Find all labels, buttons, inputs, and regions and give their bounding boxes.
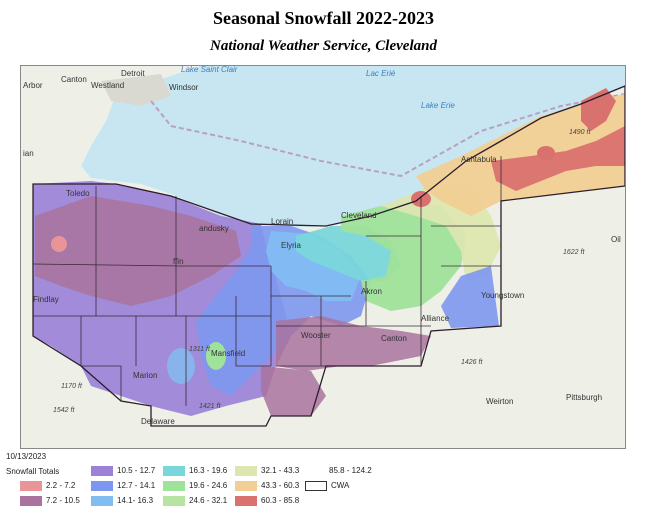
elev-1311: 1311 ft (189, 346, 211, 353)
legend-swatch-5 (91, 496, 113, 506)
legend-swatch-3 (91, 466, 113, 476)
place-youngstown: Youngstown (481, 291, 524, 300)
legend-label-2: 7.2 - 10.5 (46, 496, 80, 505)
place-findlay: Findlay (33, 295, 59, 304)
legend-label-7: 19.6 - 24.6 (189, 481, 228, 490)
map-legend: 10/13/2023 Snowfall Totals 2.2 - 7.2 7.2… (6, 452, 636, 524)
legend-label-9: 32.1 - 43.3 (261, 466, 300, 475)
place-westland: Westland (91, 81, 124, 90)
snowfall-zone-mauve-south (276, 316, 431, 371)
snowfall-spot-green (206, 342, 226, 370)
snowfall-zone-east-blue (441, 266, 499, 328)
place-wooster: Wooster (301, 331, 331, 340)
place-alliance: Alliance (421, 314, 450, 323)
legend-swatch-2 (20, 496, 42, 506)
legend-label-12: 85.8 - 124.2 (329, 466, 372, 475)
legend-swatch-11 (235, 496, 257, 506)
snowfall-zone-lightblue (266, 231, 361, 301)
lake-erie (81, 66, 625, 228)
legend-swatch-6 (163, 466, 185, 476)
place-canton-mi: Canton (61, 75, 87, 84)
place-toledo: Toledo (66, 189, 90, 198)
snowfall-zone-green (341, 201, 466, 311)
place-tiffin: ffin (173, 257, 184, 266)
place-elyria: Elyria (281, 241, 302, 250)
snowfall-spot-blue (167, 348, 195, 384)
legend-date: 10/13/2023 (6, 452, 47, 461)
place-delaware: Delaware (141, 417, 175, 426)
legend-label-6: 16.3 - 19.6 (189, 466, 228, 475)
lake-st-clair (216, 66, 276, 76)
detroit-urban (101, 74, 171, 106)
snowfall-map[interactable]: Arbor Canton Westland Detroit Windsor ia… (20, 65, 626, 449)
elev-1542: 1542 ft (53, 407, 75, 414)
legend-label-cwa: CWA (331, 481, 350, 490)
place-windsor: Windsor (169, 83, 199, 92)
place-sandusky: andusky (199, 224, 229, 233)
map-title: Seasonal Snowfall 2022-2023 (212, 8, 435, 28)
place-mansfield: Mansfield (211, 349, 245, 358)
place-weirton: Weirton (486, 397, 513, 406)
legend-label-4: 12.7 - 14.1 (117, 481, 156, 490)
place-marion: Marion (133, 371, 157, 380)
place-pittsburgh: Pittsburgh (566, 393, 602, 402)
snowfall-zone-mauve-west (35, 196, 241, 306)
legend-label-11: 60.3 - 85.8 (261, 496, 300, 505)
legend-swatch-9 (235, 466, 257, 476)
snowfall-zone-mauve-se (261, 366, 326, 416)
elev-1426: 1426 ft (461, 359, 483, 366)
legend-label-5: 14.1- 16.3 (117, 496, 154, 505)
elev-1490: 1490 ft (569, 129, 591, 136)
legend-swatch-7 (163, 481, 185, 491)
place-detroit: Detroit (121, 69, 145, 78)
label-lake-st-clair: Lake Saint Clair (181, 66, 238, 74)
international-border (150, 93, 625, 178)
place-akron: Akron (361, 287, 382, 296)
map-subtitle: National Weather Service, Cleveland (210, 38, 437, 54)
snowfall-spot-pink (51, 236, 67, 252)
elev-1421: 1421 ft (199, 403, 221, 410)
label-lake-erie: Lake Erie (421, 101, 455, 110)
legend-label-1: 2.2 - 7.2 (46, 481, 76, 490)
legend-swatch-cwa (305, 481, 327, 491)
legend-swatch-1 (20, 481, 42, 491)
place-oil: Oil (611, 235, 621, 244)
label-lac-erie: Lac Erié (366, 69, 396, 78)
elev-1622: 1622 ft (563, 249, 585, 256)
cwa-boundary (32, 85, 625, 427)
snowfall-zone-red-ne (491, 126, 625, 191)
place-lorain: Lorain (271, 217, 293, 226)
place-ashtabula: Ashtabula (461, 155, 497, 164)
elev-1170: 1170 ft (61, 383, 83, 390)
legend-label-3: 10.5 - 12.7 (117, 466, 156, 475)
place-arbor: Arbor (23, 81, 43, 90)
place-canton-oh: Canton (381, 334, 407, 343)
legend-swatch-4 (91, 481, 113, 491)
legend-swatch-8 (163, 496, 185, 506)
legend-heading: Snowfall Totals (6, 467, 60, 476)
legend-label-10: 43.3 - 60.3 (261, 481, 300, 490)
snowfall-zone-red-corner (581, 88, 616, 131)
legend-swatch-10 (235, 481, 257, 491)
snowfall-spot-red (537, 146, 555, 160)
place-ian: ian (23, 149, 34, 158)
snowfall-zone-orange (416, 94, 625, 216)
place-cleveland: Cleveland (341, 211, 377, 220)
legend-label-8: 24.6 - 32.1 (189, 496, 228, 505)
